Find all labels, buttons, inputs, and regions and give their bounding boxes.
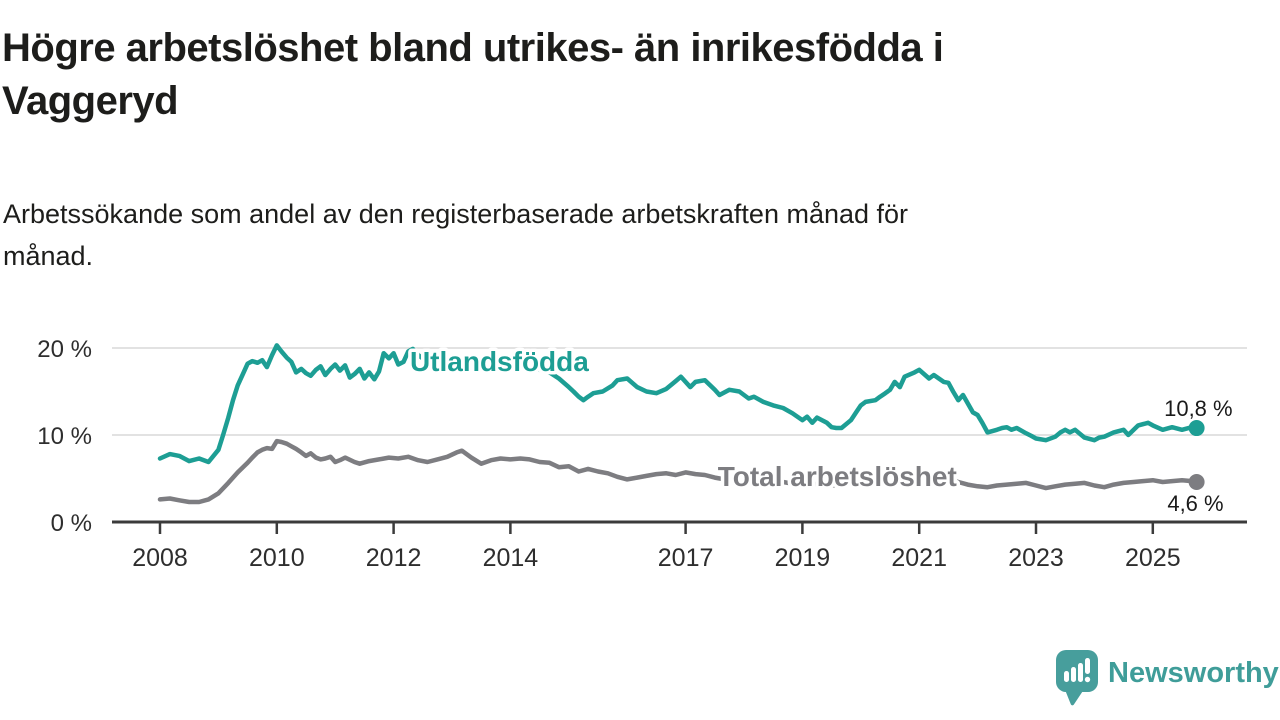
- x-axis-tick-label: 2012: [366, 544, 422, 572]
- newsworthy-logo: Newsworthy: [1056, 650, 1279, 708]
- chart-subtitle: Arbetssökande som andel av den registerb…: [3, 194, 1183, 278]
- x-axis-tick-label: 2008: [132, 544, 188, 572]
- page-title-line-1: Högre arbetslöshet bland utrikes- än inr…: [2, 26, 944, 70]
- chart-subtitle-line-2: månad.: [3, 240, 94, 271]
- y-axis-tick-label: 10 %: [37, 423, 92, 450]
- page-title: Högre arbetslöshet bland utrikes- än inr…: [2, 22, 1177, 128]
- x-axis-tick-label: 2014: [483, 544, 539, 572]
- series-end-dot-utlandsfodda: [1188, 420, 1205, 437]
- chart-subtitle-line-1: Arbetssökande som andel av den registerb…: [3, 199, 909, 229]
- series-end-value-utlandsfodda: 10,8 %: [1164, 396, 1233, 421]
- series-end-value-total: 4,6 %: [1167, 491, 1223, 516]
- series-line-total: [157, 438, 1199, 505]
- page-title-line-2: Vaggeryd: [2, 78, 179, 123]
- series-label-utlandsfodda: Utlandsfödda: [410, 346, 589, 377]
- bar-chart-glyph: [1064, 658, 1091, 683]
- newsworthy-logo-text: Newsworthy: [1108, 657, 1279, 689]
- x-axis-tick-label: 2010: [249, 544, 305, 572]
- series-line-utlandsfodda: [157, 343, 1199, 465]
- x-axis-tick-label: 2019: [775, 544, 831, 572]
- x-axis-tick-label: 2023: [1008, 544, 1064, 572]
- x-axis-tick-label: 2025: [1125, 544, 1181, 572]
- y-axis-tick-label: 20 %: [37, 336, 92, 363]
- y-axis-tick-label: 0 %: [51, 510, 92, 537]
- speech-bubble: [1056, 650, 1098, 706]
- x-axis-tick-label: 2017: [658, 544, 714, 572]
- series-end-dot-total: [1188, 473, 1205, 490]
- x-axis-tick-label: 2021: [891, 544, 947, 572]
- newsworthy-logo-icon: [1056, 650, 1098, 706]
- series-label-total: Total arbetslöshet: [718, 461, 957, 492]
